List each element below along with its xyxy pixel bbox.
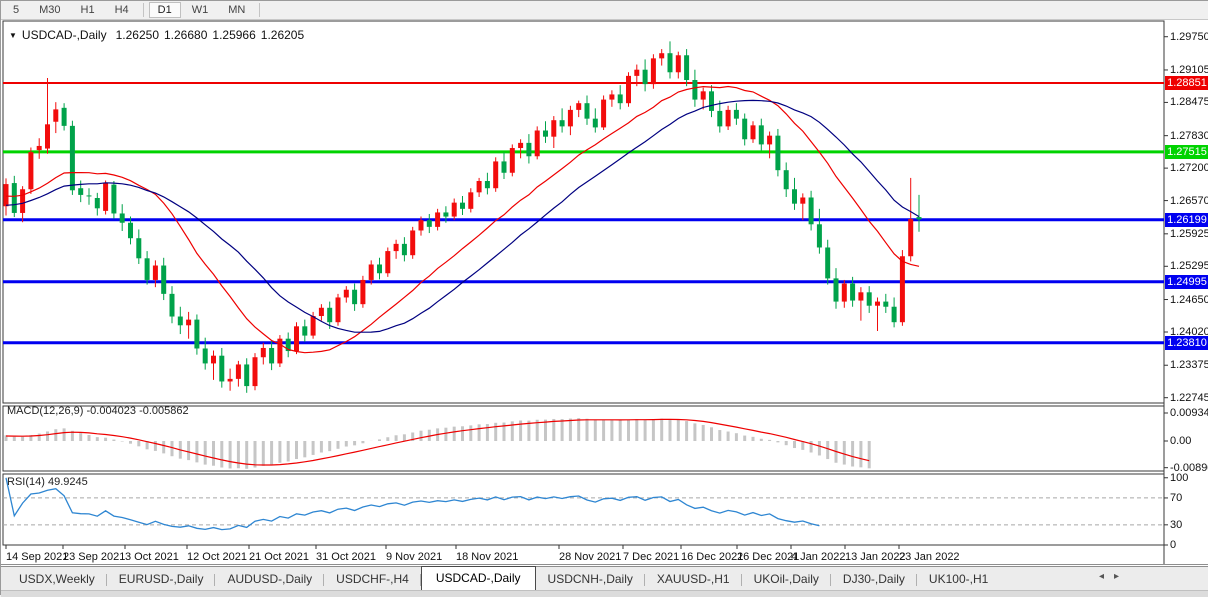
macd-scale-label: 0.00 (1170, 435, 1192, 447)
chart-tab-xauusd[interactable]: XAUUSD-,H1 (645, 569, 742, 590)
date-axis-label: 13 Jan 2022 (845, 551, 906, 563)
chart-title: ▼ USDCAD-,Daily 1.26250 1.26680 1.25966 … (9, 28, 304, 42)
price-axis-label: 1.25925 (1170, 227, 1208, 240)
ohlc-open: 1.26250 (115, 28, 159, 42)
date-axis-label: 4 Jan 2022 (791, 551, 846, 563)
price-axis-label: 1.24020 (1170, 325, 1208, 338)
macd-name: MACD(12,26,9) (7, 405, 84, 417)
chart-tab-dj30[interactable]: DJ30-,Daily (831, 569, 917, 590)
date-axis-label: 21 Oct 2021 (249, 551, 309, 563)
ohlc-high: 1.26680 (164, 28, 208, 42)
rsi-scale-label: 100 (1170, 471, 1189, 484)
chart-tab-usdcnh[interactable]: USDCNH-,Daily (536, 569, 646, 590)
date-axis-label: 23 Sep 2021 (63, 551, 126, 563)
price-axis-label: 1.28475 (1170, 96, 1208, 109)
timeframe-button-h4[interactable]: H4 (114, 4, 129, 16)
tab-scroll-arrows: ◂ ▸ (1099, 571, 1119, 582)
date-axis-label: 12 Oct 2021 (187, 551, 247, 563)
ohlc-low: 1.25966 (212, 28, 256, 42)
price-axis-label: 1.29105 (1170, 63, 1208, 76)
chart-tab-uk100[interactable]: UK100-,H1 (928, 572, 989, 586)
price-axis-label: 1.25295 (1170, 260, 1208, 273)
timeframe-button-d1[interactable]: D1 (148, 2, 181, 18)
price-axis-label: 1.24650 (1170, 293, 1208, 306)
timeframe-button-h1[interactable]: H1 (80, 4, 95, 16)
macd-scale-label: 0.009345 (1170, 406, 1208, 419)
macd-scale-label: -0.008902 (1170, 461, 1208, 474)
chart-tab-ukoil[interactable]: UKOil-,Daily (742, 569, 832, 590)
date-axis-label: 23 Jan 2022 (899, 551, 960, 563)
price-axis-label: 1.23375 (1170, 359, 1208, 372)
price-level-badge: 1.26199 (1165, 212, 1208, 227)
timeframe-button-m30[interactable]: M30 (39, 4, 61, 16)
rsi-scale-label: 70 (1170, 491, 1183, 504)
chart-tab-usdx[interactable]: USDX,Weekly (7, 569, 107, 590)
price-axis-label: 1.27830 (1170, 129, 1208, 142)
chart-canvas[interactable] (1, 20, 1208, 566)
chart-tab-audusd[interactable]: AUDUSD-,Daily (215, 569, 324, 590)
date-axis-label: 16 Dec 2021 (681, 551, 744, 563)
price-level-badge: 1.23810 (1165, 335, 1208, 350)
rsi-name: RSI(14) (7, 476, 45, 488)
rsi-scale-label: 0 (1170, 539, 1177, 551)
price-axis-label: 1.29750 (1170, 30, 1208, 43)
timeframe-toolbar: 5 M30 H1 H4 D1 W1 MN (1, 1, 1208, 20)
chart-surface[interactable]: ▼ USDCAD-,Daily 1.26250 1.26680 1.25966 … (1, 20, 1208, 566)
timeframe-button-mn[interactable]: MN (228, 4, 246, 16)
date-axis-label: 9 Nov 2021 (386, 551, 443, 563)
date-axis-label: 28 Nov 2021 (559, 551, 622, 563)
chart-tab-usdcad[interactable]: USDCAD-,Daily (420, 566, 536, 590)
ohlc-close: 1.26205 (260, 28, 305, 42)
tab-scroll-right-icon[interactable]: ▸ (1113, 571, 1119, 582)
price-level-badge: 1.28851 (1165, 76, 1208, 91)
toolbar-separator (259, 3, 261, 17)
macd-indicator-label: MACD(12,26,9) -0.004023 -0.005862 (7, 405, 189, 417)
price-axis-label: 1.26570 (1170, 194, 1208, 207)
chart-tab-bar: USDX,Weekly EURUSD-,Daily AUDUSD-,Daily USD… (1, 566, 1208, 590)
chart-symbol-label: USDCAD-,Daily (21, 28, 107, 42)
rsi-indicator-label: RSI(14) 49.9245 (7, 476, 88, 488)
macd-values: -0.004023 -0.005862 (86, 405, 189, 417)
timeframe-button-w1[interactable]: W1 (191, 4, 209, 16)
date-axis-label: 31 Oct 2021 (316, 551, 376, 563)
rsi-scale-label: 30 (1170, 518, 1183, 531)
date-axis-label: 18 Nov 2021 (456, 551, 519, 563)
date-axis-label: 7 Dec 2021 (623, 551, 680, 563)
date-axis-label: 3 Oct 2021 (125, 551, 179, 563)
price-level-badge: 1.27515 (1165, 144, 1208, 159)
tab-scroll-left-icon[interactable]: ◂ (1098, 571, 1104, 582)
date-axis-label: 14 Sep 2021 (6, 551, 69, 563)
chart-tab-usdchf[interactable]: USDCHF-,H4 (324, 569, 421, 590)
symbol-dropdown-icon[interactable]: ▼ (9, 30, 17, 40)
chart-tab-eurusd[interactable]: EURUSD-,Daily (107, 569, 216, 590)
timeframe-button-5[interactable]: 5 (13, 4, 20, 16)
toolbar-separator (142, 3, 144, 17)
window-bottom-strip (1, 590, 1208, 597)
rsi-value: 49.9245 (47, 476, 88, 488)
price-axis-label: 1.27200 (1170, 162, 1208, 175)
price-level-badge: 1.24995 (1165, 274, 1208, 289)
date-axis-label: 26 Dec 2021 (737, 551, 800, 563)
price-axis-label: 1.22745 (1170, 391, 1208, 404)
